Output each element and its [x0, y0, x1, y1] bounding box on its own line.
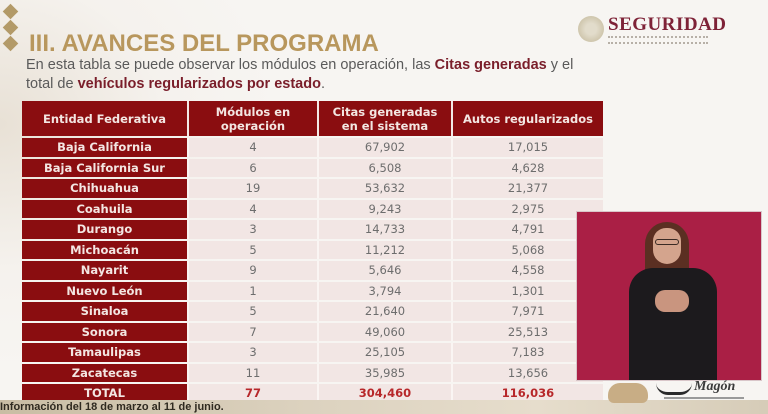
cell-total-label: TOTAL: [22, 384, 189, 403]
logo-text: SEGURIDAD: [608, 14, 727, 35]
table-row: Sinaloa 5 21,640 7,971: [22, 302, 603, 321]
cell-appointments: 53,632: [319, 179, 453, 198]
cell-state: Zacatecas: [22, 363, 189, 382]
glasses-icon: [655, 239, 679, 245]
anniversary-logo-subtext: [664, 397, 744, 399]
cell-state: Durango: [22, 220, 189, 239]
cell-state: Tamaulipas: [22, 343, 189, 362]
table-header-row: Entidad Federativa Módulos en operación …: [22, 101, 603, 136]
page-title: III. AVANCES DEL PROGRAMA: [29, 30, 379, 57]
footer-bar: [0, 400, 768, 414]
seguridad-logo: SEGURIDAD: [576, 14, 736, 48]
subtitle-highlight-vehiculos: vehículos regularizados por estado: [77, 76, 321, 92]
cell-appointments: 14,733: [319, 220, 453, 239]
column-header-appointments: Citas generadas en el sistema: [319, 101, 453, 136]
cell-vehicles: 7,971: [453, 302, 603, 321]
table-row: Zacatecas 11 35,985 13,656: [22, 363, 603, 382]
cell-appointments: 6,508: [319, 158, 453, 177]
cell-vehicles: 25,513: [453, 322, 603, 341]
cell-modules: 9: [189, 261, 319, 280]
table-row: Durango 3 14,733 4,791: [22, 220, 603, 239]
cell-modules: 6: [189, 158, 319, 177]
anniversary-logo-text: Magón: [694, 379, 736, 394]
cell-appointments: 49,060: [319, 322, 453, 341]
footnote: Información del 18 de marzo al 11 de jun…: [0, 401, 224, 413]
cell-modules: 5: [189, 302, 319, 321]
column-header-state: Entidad Federativa: [22, 101, 189, 136]
interpreter-body: [629, 268, 717, 380]
page-subtitle: En esta tabla se puede observar los módu…: [26, 56, 586, 94]
cell-appointments: 3,794: [319, 281, 453, 300]
cell-modules: 19: [189, 179, 319, 198]
cell-modules: 11: [189, 363, 319, 382]
cell-modules: 7: [189, 322, 319, 341]
cell-vehicles: 5,068: [453, 240, 603, 259]
cell-state: Sonora: [22, 322, 189, 341]
table-row: Baja California 4 67,902 17,015: [22, 138, 603, 157]
table-row: Coahuila 4 9,243 2,975: [22, 199, 603, 218]
subtitle-highlight-citas: Citas generadas: [434, 57, 547, 73]
swoosh-icon: [656, 383, 692, 395]
cell-modules: 1: [189, 281, 319, 300]
cell-vehicles: 21,377: [453, 179, 603, 198]
table-row: Sonora 7 49,060 25,513: [22, 322, 603, 341]
progress-table: Entidad Federativa Módulos en operación …: [22, 99, 603, 405]
cell-state: Coahuila: [22, 199, 189, 218]
cell-total-modules: 77: [189, 384, 319, 403]
cell-state: Nayarit: [22, 261, 189, 280]
cell-state: Michoacán: [22, 240, 189, 259]
interpreter-face: [653, 228, 681, 264]
table-row: Tamaulipas 3 25,105 7,183: [22, 343, 603, 362]
diamond-ornament-icon: [2, 3, 20, 54]
cell-appointments: 67,902: [319, 138, 453, 157]
table-total-row: TOTAL 77 304,460 116,036: [22, 384, 603, 403]
cell-total-vehicles: 116,036: [453, 384, 603, 403]
table-row: Nuevo León 1 3,794 1,301: [22, 281, 603, 300]
subtitle-text: .: [320, 76, 325, 92]
subtitle-text: y el total de: [26, 57, 574, 92]
cell-vehicles: 4,628: [453, 158, 603, 177]
cell-state: Baja California: [22, 138, 189, 157]
cell-appointments: 11,212: [319, 240, 453, 259]
table-row: Nayarit 9 5,646 4,558: [22, 261, 603, 280]
coat-of-arms-icon: [578, 16, 604, 42]
cell-state: Chihuahua: [22, 179, 189, 198]
table-row: Chihuahua 19 53,632 21,377: [22, 179, 603, 198]
cell-appointments: 25,105: [319, 343, 453, 362]
cell-modules: 3: [189, 343, 319, 362]
hat-icon: [608, 383, 648, 403]
cell-modules: 5: [189, 240, 319, 259]
cell-vehicles: 13,656: [453, 363, 603, 382]
cell-state: Baja California Sur: [22, 158, 189, 177]
cell-vehicles: 2,975: [453, 199, 603, 218]
cell-vehicles: 4,558: [453, 261, 603, 280]
cell-vehicles: 1,301: [453, 281, 603, 300]
cell-vehicles: 17,015: [453, 138, 603, 157]
column-header-vehicles: Autos regularizados: [453, 101, 603, 136]
cell-modules: 4: [189, 199, 319, 218]
cell-appointments: 5,646: [319, 261, 453, 280]
table-row: Michoacán 5 11,212 5,068: [22, 240, 603, 259]
cell-state: Sinaloa: [22, 302, 189, 321]
subtitle-text: En esta tabla se puede observar los módu…: [26, 57, 435, 73]
cell-total-appointments: 304,460: [319, 384, 453, 403]
sign-language-interpreter-video: [576, 211, 762, 381]
column-header-modules: Módulos en operación: [189, 101, 319, 136]
logo-subtext: [608, 36, 708, 44]
cell-appointments: 9,243: [319, 199, 453, 218]
cell-vehicles: 7,183: [453, 343, 603, 362]
magon-anniversary-logo: Magón: [608, 379, 748, 403]
cell-appointments: 21,640: [319, 302, 453, 321]
cell-modules: 3: [189, 220, 319, 239]
cell-state: Nuevo León: [22, 281, 189, 300]
cell-appointments: 35,985: [319, 363, 453, 382]
table-row: Baja California Sur 6 6,508 4,628: [22, 158, 603, 177]
interpreter-hands: [655, 290, 689, 312]
cell-modules: 4: [189, 138, 319, 157]
cell-vehicles: 4,791: [453, 220, 603, 239]
